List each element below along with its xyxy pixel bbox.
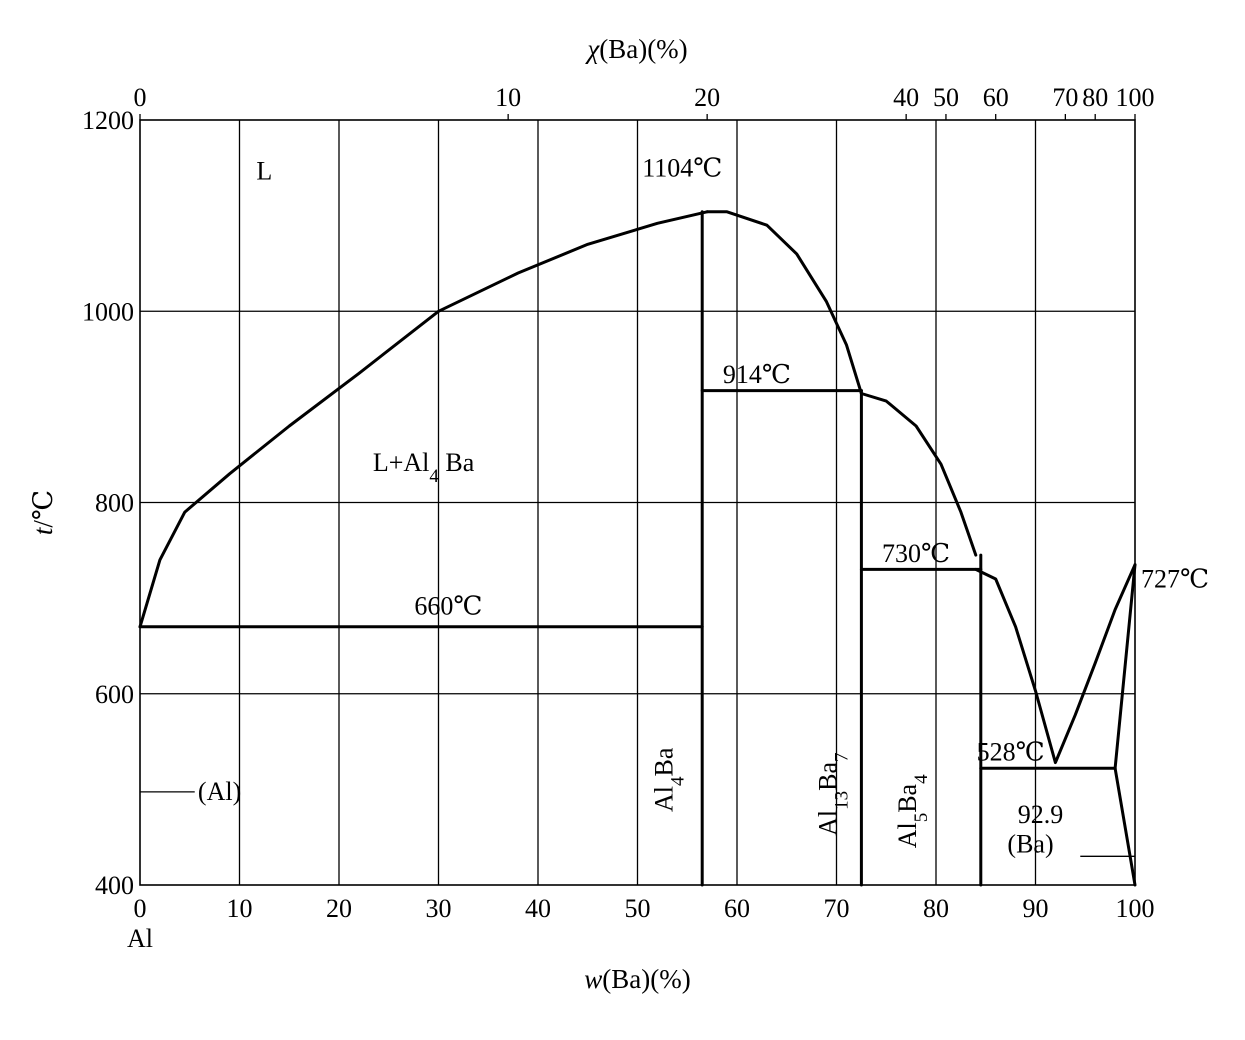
annotation-label: 1104℃ bbox=[642, 153, 722, 182]
phase-label: L+Al4 Ba bbox=[373, 448, 475, 487]
top-tick-label: 100 bbox=[1116, 83, 1155, 112]
top-axis-title: χ(Ba)(%) bbox=[584, 34, 687, 64]
x-tick-label: 90 bbox=[1023, 894, 1049, 923]
phase-boundaries bbox=[138, 210, 1137, 887]
phase-boundary-line bbox=[138, 210, 709, 629]
top-tick-label: 40 bbox=[893, 83, 919, 112]
annotation-label: 730℃ bbox=[882, 539, 950, 568]
x-tick-label: 0 bbox=[134, 894, 147, 923]
x-tick-label: 60 bbox=[724, 894, 750, 923]
plot-frame bbox=[139, 119, 1136, 886]
axis-ticks bbox=[139, 114, 1136, 857]
x-tick-label: 20 bbox=[326, 894, 352, 923]
phase-boundary-line bbox=[974, 563, 1137, 765]
element-al-label: Al bbox=[127, 924, 153, 953]
grid bbox=[140, 120, 1135, 885]
top-tick-label: 80 bbox=[1082, 83, 1108, 112]
y-tick-label: 400 bbox=[95, 871, 134, 900]
x-tick-label: 30 bbox=[426, 894, 452, 923]
phase-boundary-line bbox=[1113, 563, 1137, 770]
phase-boundary-line bbox=[1113, 766, 1137, 887]
annotation-label: 914℃ bbox=[723, 360, 791, 389]
top-tick-label: 0 bbox=[134, 83, 147, 112]
y-tick-label: 1200 bbox=[82, 106, 134, 135]
annotation-label: 528℃ bbox=[977, 738, 1045, 767]
top-tick-label: 50 bbox=[933, 83, 959, 112]
y-axis-title: t/℃ bbox=[28, 490, 58, 535]
labels: 0 10 20 30 40 50 60 70 80 90 100400600800100012000… bbox=[28, 34, 1209, 994]
x-tick-label: 50 bbox=[625, 894, 651, 923]
phase-label: Al13Ba7 bbox=[814, 752, 853, 835]
top-tick-label: 10 bbox=[495, 83, 521, 112]
x-tick-label: 70 bbox=[824, 894, 850, 923]
annotation-label: 727℃ bbox=[1141, 565, 1209, 594]
y-tick-label: 600 bbox=[95, 680, 134, 709]
top-tick-label: 70 bbox=[1052, 83, 1078, 112]
annotation-label: L bbox=[256, 156, 272, 185]
annotation-label: 92.9 bbox=[1018, 800, 1064, 829]
top-tick-label: 20 bbox=[694, 83, 720, 112]
phase-label: Al5Ba4 bbox=[893, 774, 932, 848]
y-tick-label: 1000 bbox=[82, 297, 134, 326]
x-tick-label: 80 bbox=[923, 894, 949, 923]
annotation-label: 660℃ bbox=[414, 591, 482, 620]
phase-boundary-line bbox=[705, 210, 863, 395]
x-tick-label: 100 bbox=[1116, 894, 1155, 923]
phase-boundary-line bbox=[859, 392, 978, 557]
x-tick-label: 40 bbox=[525, 894, 551, 923]
phase-label: Al4Ba bbox=[649, 747, 688, 812]
top-tick-label: 60 bbox=[983, 83, 1009, 112]
annotation-label: (Al) bbox=[198, 777, 241, 806]
y-tick-label: 800 bbox=[95, 489, 134, 518]
x-axis-title: w(Ba)(%) bbox=[584, 964, 690, 994]
annotation-label: (Ba) bbox=[1007, 829, 1053, 858]
x-tick-label: 10 bbox=[227, 894, 253, 923]
